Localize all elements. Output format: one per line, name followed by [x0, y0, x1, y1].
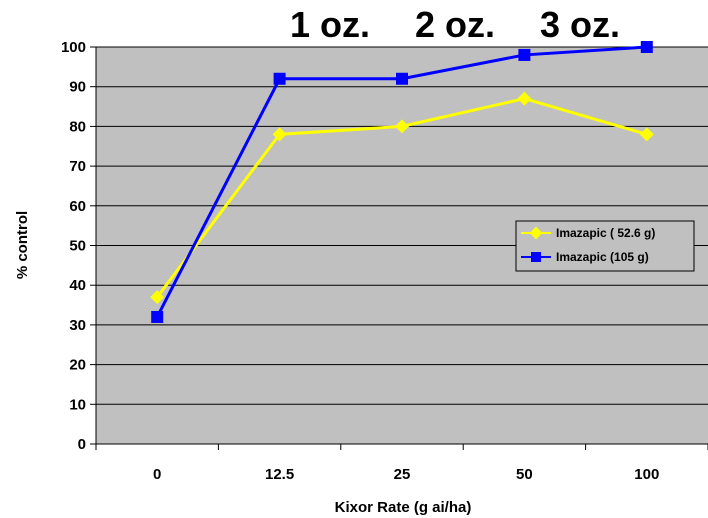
legend-label-2: Imazapic (105 g)	[556, 250, 649, 264]
y-axis-title: % control	[14, 211, 31, 279]
x-tick-label: 12.5	[265, 466, 294, 483]
x-tick-label: 50	[516, 466, 533, 483]
series-2-point	[518, 48, 531, 61]
x-tick-label: 100	[634, 466, 659, 483]
y-tick-label: 20	[69, 357, 86, 374]
y-tick-labels: 0 10 20 30 40 50 60 70 80 90 100	[61, 39, 86, 453]
y-tick-label: 50	[69, 238, 86, 255]
y-tick-label: 100	[61, 39, 86, 56]
x-tick-labels: 0 12.5 25 50 100	[153, 466, 659, 483]
annotation-2-oz: 2 oz.	[415, 4, 495, 45]
x-tick-label: 25	[394, 466, 411, 483]
legend-box	[515, 220, 695, 272]
x-tick-label: 0	[153, 466, 161, 483]
series-group	[150, 41, 654, 323]
series-2-point	[396, 72, 408, 85]
series-1-point	[639, 127, 654, 142]
annotation-1-oz: 1 oz.	[290, 4, 370, 45]
y-tick-label: 0	[78, 436, 86, 453]
axes	[95, 47, 708, 450]
legend-label-1: Imazapic ( 52.6 g)	[556, 226, 655, 240]
y-tick-label: 70	[69, 158, 86, 175]
y-tick-label: 60	[69, 198, 86, 215]
legend: Imazapic ( 52.6 g) Imazapic (105 g)	[515, 220, 695, 272]
series-1-point	[150, 290, 165, 305]
series-1-point	[517, 91, 532, 106]
series-1-point	[395, 119, 409, 134]
y-tick-label: 40	[69, 277, 86, 294]
series-1-point	[272, 127, 287, 142]
y-tick-label: 30	[69, 317, 86, 334]
y-tick-label: 10	[69, 396, 86, 413]
series-2-point	[151, 310, 164, 323]
y-tick-label: 80	[69, 118, 86, 135]
annotation-3-oz: 3 oz.	[540, 4, 620, 45]
y-tick-label: 90	[69, 79, 86, 96]
legend-marker-2	[531, 252, 541, 262]
series-2-point	[640, 41, 653, 53]
x-axis-title: Kixor Rate (g ai/ha)	[335, 499, 472, 516]
series-2-point	[273, 72, 286, 85]
